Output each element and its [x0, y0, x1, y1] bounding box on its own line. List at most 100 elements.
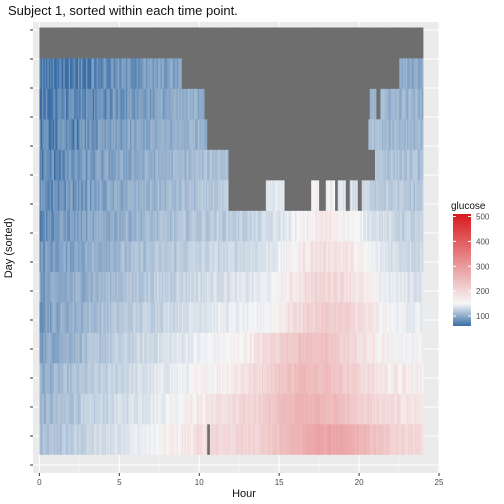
heatmap-cell	[112, 363, 115, 394]
heatmap-cell	[176, 302, 179, 333]
heatmap-cell	[353, 27, 356, 59]
heatmap-cell	[287, 88, 289, 120]
heatmap-cell	[273, 424, 276, 455]
heatmap-cell	[232, 302, 235, 333]
heatmap-cell	[357, 88, 360, 120]
heatmap-cell	[257, 393, 260, 425]
heatmap-cell	[341, 393, 344, 425]
heatmap-cell	[345, 271, 348, 303]
heatmap-cell	[132, 271, 135, 303]
heatmap-cell	[309, 149, 312, 181]
heatmap-cell	[143, 88, 146, 120]
heatmap-cell	[54, 180, 56, 211]
heatmap-cell	[148, 119, 151, 150]
heatmap-cell	[323, 363, 325, 394]
heatmap-cell	[191, 241, 193, 272]
heatmap-cell	[112, 58, 115, 89]
heatmap-cell	[252, 271, 255, 303]
heatmap-cell	[54, 149, 56, 181]
heatmap-cell	[132, 180, 135, 211]
heatmap-cell	[341, 271, 344, 303]
heatmap-cell	[129, 271, 132, 303]
heatmap-cell	[236, 424, 239, 455]
heatmap-cell	[176, 424, 179, 455]
heatmap-cell	[180, 149, 183, 181]
heatmap-cell	[277, 363, 280, 394]
heatmap-cell	[413, 180, 416, 211]
heatmap-cell	[333, 180, 336, 211]
heatmap-cell	[417, 332, 420, 364]
heatmap-cell	[96, 393, 99, 425]
heatmap-cell	[208, 424, 211, 455]
heatmap-cell	[59, 363, 62, 394]
heatmap-cell	[336, 302, 339, 333]
heatmap-cell	[148, 210, 151, 242]
heatmap-cell	[195, 302, 197, 333]
heatmap-cell	[396, 424, 399, 455]
heatmap-cell	[129, 58, 132, 89]
heatmap-cell	[403, 302, 405, 333]
heatmap-cell	[98, 149, 100, 181]
heatmap-cell	[180, 180, 183, 211]
heatmap-cell	[377, 180, 380, 211]
heatmap-cell	[224, 363, 227, 394]
heatmap-cell	[384, 180, 387, 211]
heatmap-cell	[179, 241, 181, 272]
heatmap-cell	[181, 27, 184, 59]
heatmap-cell	[241, 363, 244, 394]
heatmap-cell	[66, 27, 68, 59]
heatmap-cell	[315, 393, 317, 425]
heatmap-cell	[66, 58, 68, 89]
heatmap-cell	[320, 241, 323, 272]
heatmap-cell	[95, 393, 98, 425]
heatmap-cell	[381, 27, 384, 59]
heatmap-cell	[409, 180, 412, 211]
heatmap-cell	[392, 332, 395, 364]
heatmap-cell	[213, 332, 216, 364]
heatmap-cell	[132, 27, 135, 59]
heatmap-cell	[60, 27, 63, 59]
heatmap-cell	[403, 88, 405, 120]
heatmap-cell	[403, 27, 405, 59]
heatmap-cell	[240, 332, 243, 364]
heatmap-cell	[337, 210, 340, 242]
heatmap-cell	[193, 363, 196, 394]
heatmap-cell	[275, 180, 277, 211]
heatmap-cell	[268, 393, 271, 425]
heatmap-cell	[369, 27, 372, 59]
heatmap-cell	[339, 58, 341, 89]
heatmap-cell	[284, 271, 287, 303]
heatmap-cell	[197, 271, 200, 303]
heatmap-cell	[184, 149, 187, 181]
heatmap-cell	[78, 180, 80, 211]
heatmap-cell	[233, 149, 236, 181]
heatmap-cell	[320, 393, 323, 425]
heatmap-cell	[129, 88, 132, 120]
heatmap-cell	[105, 332, 108, 364]
heatmap-cell	[233, 271, 236, 303]
heatmap-cell	[383, 363, 385, 394]
heatmap-cell	[383, 332, 385, 364]
heatmap-cell	[304, 88, 307, 120]
heatmap-cell	[273, 302, 276, 333]
heatmap-cell	[145, 332, 148, 364]
heatmap-cell	[328, 58, 331, 89]
heatmap-cell	[325, 210, 328, 242]
heatmap-cell	[195, 241, 197, 272]
heatmap-cell	[291, 180, 293, 211]
heatmap-cell	[165, 88, 168, 120]
heatmap-cell	[421, 119, 424, 150]
heatmap-cell	[124, 241, 127, 272]
heatmap-cell	[344, 119, 347, 150]
heatmap-cell	[201, 119, 204, 150]
heatmap-cell	[365, 210, 368, 242]
heatmap-cell	[123, 58, 126, 89]
heatmap-cell	[267, 149, 269, 181]
heatmap-cell	[235, 393, 237, 425]
heatmap-cell	[172, 363, 175, 394]
heatmap-cell	[377, 27, 380, 59]
heatmap-cell	[351, 180, 353, 211]
heatmap-cell	[291, 302, 293, 333]
heatmap-cell	[243, 271, 245, 303]
heatmap-cell	[196, 393, 199, 425]
